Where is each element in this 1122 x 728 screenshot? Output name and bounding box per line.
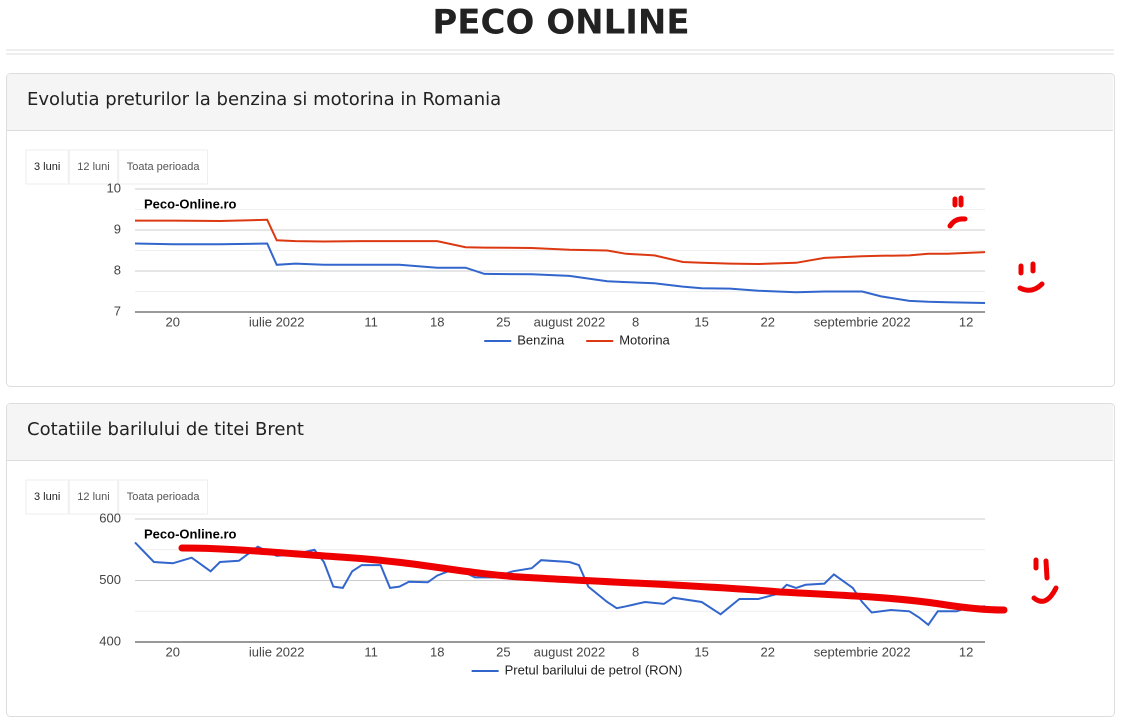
legend: Pretul barilului de petrol (RON) <box>471 662 683 677</box>
data-line <box>134 242 986 304</box>
x-tick-label: 20 <box>166 314 180 329</box>
x-tick-label: august 2022 <box>534 314 606 329</box>
scribble <box>1033 557 1050 581</box>
range-button[interactable]: Toata perioada <box>118 149 208 185</box>
x-tick-label: iulie 2022 <box>249 644 305 659</box>
button-label: 3 luni <box>34 491 60 503</box>
x-tick-label: 22 <box>761 644 775 659</box>
button-bg <box>68 149 119 185</box>
button-label: 12 luni <box>77 491 109 503</box>
range-button[interactable]: 12 luni <box>68 479 119 515</box>
x-tick-label: 8 <box>632 644 639 659</box>
x-tick-label: 12 <box>959 644 973 659</box>
hand-drawn-annotations <box>178 195 1059 614</box>
y-tick-label: 500 <box>99 572 121 587</box>
watermark: Peco-Online.ro <box>144 196 237 211</box>
x-tick-label: septembrie 2022 <box>814 644 911 659</box>
y-tick-label: 400 <box>99 633 121 648</box>
plot <box>134 218 986 304</box>
scribble <box>947 216 968 229</box>
panel: Evolutia preturilor la benzina si motori… <box>6 73 1115 387</box>
button-label: Toata perioada <box>127 491 201 503</box>
button-bg <box>118 149 208 185</box>
charts: Evolutia preturilor la benzina si motori… <box>6 73 1115 717</box>
scribble <box>1018 261 1036 276</box>
x-tick-label: august 2022 <box>534 644 606 659</box>
button-label: 3 luni <box>34 161 60 173</box>
scribble-trend <box>178 544 1008 614</box>
panel-header <box>7 404 1113 460</box>
x-tick-label: 8 <box>632 314 639 329</box>
page-title: PECO ONLINE <box>432 3 689 43</box>
range-button[interactable]: 3 luni <box>25 149 69 185</box>
x-tick-label: 20 <box>166 644 180 659</box>
legend-label: Pretul barilului de petrol (RON) <box>505 662 683 677</box>
y-tick-label: 7 <box>114 303 121 318</box>
legend-label: Motorina <box>619 332 670 347</box>
x-tick-label: 22 <box>761 314 775 329</box>
panel-title: Cotatiile barilului de titei Brent <box>27 419 304 440</box>
x-tick-label: 11 <box>364 314 378 329</box>
x-tick-label: septembrie 2022 <box>814 314 911 329</box>
range-button[interactable]: Toata perioada <box>118 479 208 515</box>
x-tick-label: 15 <box>694 314 708 329</box>
panel-frame <box>6 403 1115 717</box>
scribble <box>1031 585 1059 604</box>
x-tick-label: 25 <box>496 644 510 659</box>
button-bg <box>25 479 69 515</box>
button-label: Toata perioada <box>127 161 201 173</box>
button-bg <box>118 479 208 515</box>
data-line <box>135 218 986 266</box>
panel-title: Evolutia preturilor la benzina si motori… <box>27 89 501 110</box>
button-label: 12 luni <box>77 161 109 173</box>
scribble <box>1017 281 1045 293</box>
x-tick-label: 11 <box>364 644 378 659</box>
y-tick-label: 9 <box>114 221 121 236</box>
panel-header <box>7 74 1113 130</box>
x-tick-label: 12 <box>959 314 973 329</box>
scribble <box>952 195 964 208</box>
legend: Benzina Motorina <box>484 332 671 347</box>
range-button[interactable]: 3 luni <box>25 479 69 515</box>
x-tick-label: 15 <box>694 644 708 659</box>
watermark: Peco-Online.ro <box>144 526 237 541</box>
button-bg <box>68 479 119 515</box>
x-tick-label: 25 <box>496 314 510 329</box>
x-tick-label: 18 <box>430 644 444 659</box>
y-tick-label: 10 <box>107 180 121 195</box>
x-tick-label: iulie 2022 <box>249 314 305 329</box>
range-button[interactable]: 12 luni <box>68 149 119 185</box>
legend-label: Benzina <box>517 332 565 347</box>
panel: Cotatiile barilului de titei Brent 3 luni… <box>6 403 1115 717</box>
button-bg <box>25 149 69 185</box>
y-tick-label: 600 <box>99 510 121 525</box>
y-tick-label: 8 <box>114 262 121 277</box>
x-tick-label: 18 <box>430 314 444 329</box>
